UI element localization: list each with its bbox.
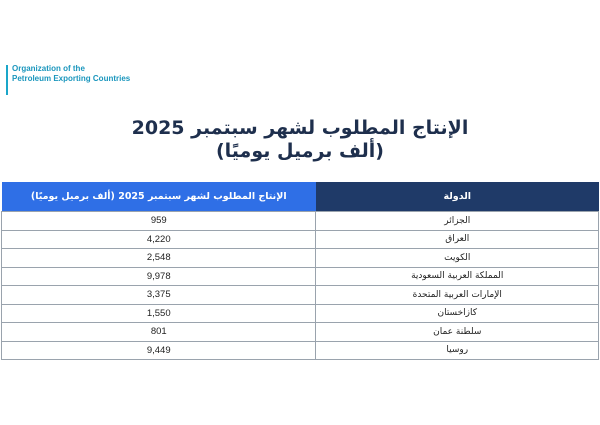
production-value-cell: 9,449	[0, 340, 317, 360]
logo-line-2: Petroleum Exporting Countries	[12, 74, 131, 83]
country-cell: العراق	[315, 229, 599, 249]
table-row: المملكة العربية السعودية 9,978	[0, 266, 599, 286]
country-cell: روسيا	[315, 340, 599, 360]
title-line-1: الإنتاج المطلوب لشهر سبتمبر 2025	[131, 117, 469, 139]
table-row: الجزائر 959	[0, 211, 599, 231]
country-cell: الكويت	[315, 248, 599, 268]
country-cell: كازاخستان	[315, 303, 599, 323]
opec-logo: Organization of the Petroleum Exporting …	[6, 64, 130, 95]
production-value-cell: 1,550	[0, 303, 317, 323]
table-header-row: الدولة الإنتاج المطلوب لشهر سبتمبر 2025 …	[1, 182, 599, 212]
header-country: الدولة	[315, 182, 599, 212]
table-row: الكويت 2,548	[0, 248, 599, 268]
table-row: العراق 4,220	[0, 229, 599, 249]
logo-line-1: Organization of the	[12, 64, 85, 73]
country-cell: الجزائر	[315, 211, 599, 231]
header-required-production: الإنتاج المطلوب لشهر سبتمبر 2025 (ألف بر…	[1, 182, 316, 212]
production-value-cell: 3,375	[0, 285, 317, 305]
production-value-cell: 959	[0, 211, 317, 231]
logo-text: Organization of the Petroleum Exporting …	[12, 64, 130, 84]
table-row: سلطنة عمان 801	[0, 322, 599, 342]
country-cell: الإمارات العربية المتحدة	[315, 285, 599, 305]
table-row: الإمارات العربية المتحدة 3,375	[0, 285, 599, 305]
title-line-2: (ألف برميل يوميًا)	[215, 140, 384, 162]
country-cell: سلطنة عمان	[315, 322, 599, 342]
production-table: الدولة الإنتاج المطلوب لشهر سبتمبر 2025 …	[0, 182, 599, 360]
page-title: الإنتاج المطلوب لشهر سبتمبر 2025 (ألف بر…	[0, 117, 600, 163]
country-cell: المملكة العربية السعودية	[315, 266, 599, 286]
table-row: روسيا 9,449	[0, 340, 599, 360]
production-value-cell: 9,978	[0, 266, 317, 286]
table-body: الجزائر 959 العراق 4,220 الكويت 2,548 المملكة …	[0, 211, 599, 360]
production-value-cell: 4,220	[0, 229, 317, 249]
production-value-cell: 801	[0, 322, 317, 342]
table-row: كازاخستان 1,550	[0, 303, 599, 323]
logo-accent-bar	[6, 65, 8, 95]
production-value-cell: 2,548	[0, 248, 317, 268]
